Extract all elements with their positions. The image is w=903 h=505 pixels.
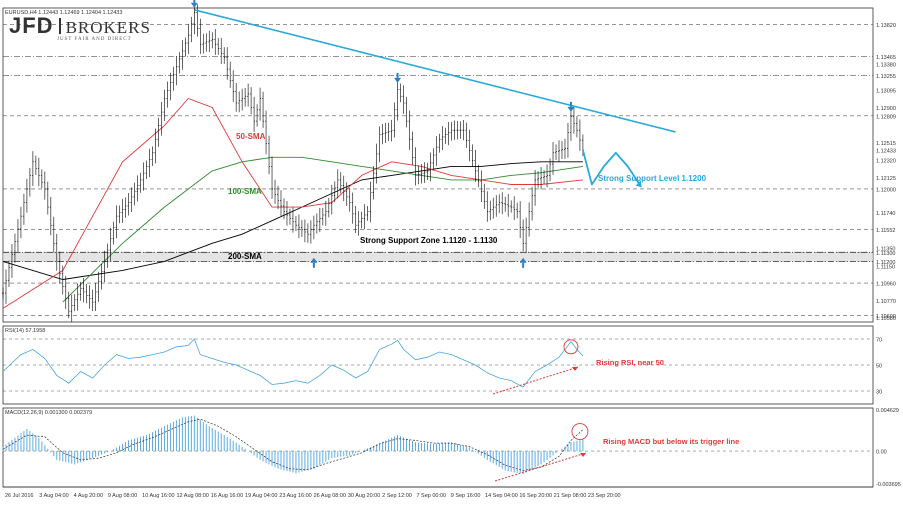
time-tick-label: 16 Aug 16:00 — [211, 493, 243, 499]
arrow-up-icon — [519, 257, 527, 263]
time-tick-label: 9 Sep 16:00 — [451, 493, 481, 499]
price-tick-label: 1.11350 — [876, 246, 895, 252]
time-tick-label: 2 Sep 12:00 — [382, 493, 412, 499]
rsi-tick-label: 50 — [876, 364, 882, 370]
forecast-path — [582, 149, 641, 186]
panel-frame — [2, 407, 874, 488]
sma50-label: 50-SMA — [236, 132, 266, 141]
time-tick-label: 30 Aug 20:00 — [348, 493, 380, 499]
price-tick-label: 1.10580 — [876, 316, 896, 322]
symbol-header: EURUSD,H4 1.12443 1.12469 1.12404 1.1243… — [5, 10, 122, 16]
time-tick-label: 4 Aug 20:00 — [74, 493, 103, 499]
arrow-down-icon — [569, 101, 572, 107]
time-tick-label: 26 Aug 08:00 — [314, 493, 346, 499]
arrow-up-icon — [310, 257, 318, 263]
jfd-logo: JFD BROKERS JUST FAIR AND DIRECT — [9, 13, 151, 42]
arrow-down-icon — [193, 0, 196, 3]
price-tick-label: 1.13255 — [876, 74, 896, 80]
time-tick-label: 26 Jul 2016 — [5, 493, 33, 499]
sma100-line — [62, 156, 583, 303]
price-tick-label: 1.12433 — [876, 148, 896, 154]
time-tick-label: 7 Sep 00:00 — [416, 493, 446, 499]
time-tick-label: 23 Sep 20:00 — [588, 493, 621, 499]
sma50-line — [2, 97, 583, 309]
price-tick-label: 1.11740 — [876, 211, 895, 217]
time-tick-label: 16 Sep 20:00 — [519, 493, 552, 499]
arrow-down-icon — [396, 72, 399, 78]
sma200-line — [2, 161, 583, 280]
rsi-tick-label: 30 — [876, 390, 882, 396]
arrow-up-icon — [312, 262, 315, 268]
macd-tick-label: 0.004629 — [876, 408, 899, 414]
time-tick-label: 9 Aug 08:00 — [108, 493, 137, 499]
support-level-label: Strong Support Level 1.1200 — [598, 174, 707, 183]
rsi-line — [2, 338, 584, 388]
price-tick-label: 1.13465 — [876, 55, 896, 61]
rsi-tick-label: 70 — [876, 338, 882, 344]
logo-brand: JFD — [9, 13, 54, 38]
logo-tagline: JUST FAIR AND DIRECT — [57, 37, 132, 42]
macd-tick-label: -0.003695 — [876, 482, 901, 488]
macd-signal-line — [2, 418, 584, 471]
rsi-header: RSI(14) 57.1958 — [5, 328, 45, 334]
support-zone-band — [3, 252, 873, 262]
price-tick-label: 1.11200 — [876, 260, 895, 266]
arrow-down-icon — [567, 106, 575, 112]
price-tick-label: 1.12515 — [876, 141, 896, 147]
time-tick-label: 12 Aug 08:00 — [176, 493, 208, 499]
macd-annotation: Rising MACD but below its trigger line — [603, 437, 739, 446]
price-tick-label: 1.13095 — [876, 88, 896, 94]
price-tick-label: 1.11150 — [876, 264, 895, 270]
arrow-up-icon — [522, 262, 525, 268]
time-tick-label: 19 Aug 04:00 — [245, 493, 277, 499]
time-tick-label: 14 Sep 04:00 — [485, 493, 518, 499]
price-tick-label: 1.12809 — [876, 114, 896, 120]
logo-brokers: BROKERS — [65, 18, 151, 37]
macd-trend-arrowhead — [580, 453, 586, 457]
time-tick-label: 10 Aug 16:00 — [142, 493, 174, 499]
rsi-trend-arrowhead — [572, 367, 578, 371]
rsi-highlight-circle — [563, 339, 579, 355]
price-tick-label: 1.12900 — [876, 106, 896, 112]
rsi-annotation: Rising RSI, near 50 — [596, 358, 664, 367]
price-tick-label: 1.10600 — [876, 314, 896, 320]
arrow-down-icon — [394, 77, 402, 83]
macd-header: MACD(12,26,9) 0.001300 0.002379 — [5, 410, 92, 416]
time-tick-label: 21 Sep 08:00 — [554, 493, 587, 499]
support-zone-label: Strong Support Zone 1.1120 - 1.1130 — [360, 236, 498, 245]
macd-highlight-circle — [571, 423, 589, 440]
price-tick-label: 1.12320 — [876, 159, 896, 165]
rsi-trend-arrow — [492, 366, 579, 395]
price-tick-label: 1.13820 — [876, 23, 896, 29]
price-tick-label: 1.13380 — [876, 63, 896, 69]
price-tick-label: 1.10960 — [876, 282, 896, 288]
forecast-arrowhead — [635, 180, 642, 188]
time-tick-label: 23 Aug 16:00 — [279, 493, 311, 499]
price-tick-label: 1.12125 — [876, 176, 896, 182]
sma100-label: 100-SMA — [228, 187, 262, 196]
macd-trend-arrow — [494, 452, 587, 482]
sma200-label: 200-SMA — [228, 252, 262, 261]
time-tick-label: 3 Aug 04:00 — [39, 493, 68, 499]
price-tick-label: 1.11552 — [876, 228, 895, 234]
macd-tick-label: 0.00 — [876, 450, 887, 456]
panel-frame — [2, 7, 874, 323]
price-tick-label: 1.10770 — [876, 299, 896, 305]
price-tick-label: 1.11300 — [876, 251, 895, 257]
resistance-trendline — [194, 9, 676, 133]
arrow-down-icon — [190, 2, 198, 8]
price-tick-label: 1.12000 — [876, 187, 896, 193]
